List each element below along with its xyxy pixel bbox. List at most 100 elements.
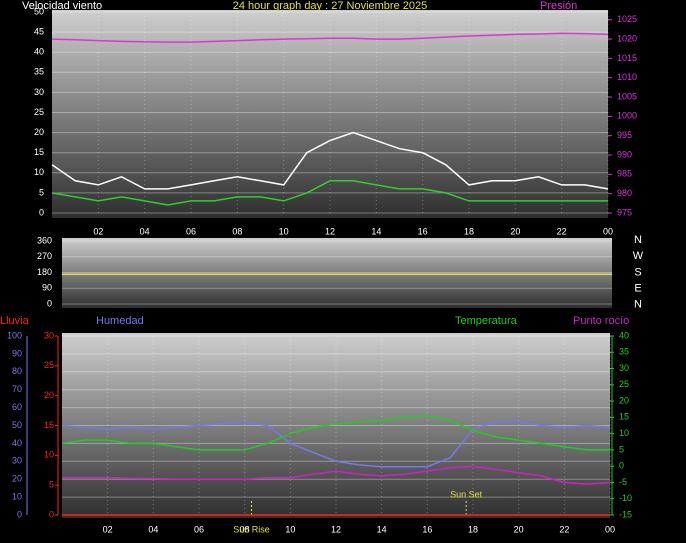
x-tick-label: 14 (371, 226, 381, 236)
legend-label: Temperatura (455, 315, 518, 327)
y2-tick-label: 20 (619, 395, 629, 405)
y-tick-label: 5 (39, 187, 44, 197)
y-tick-label: 25 (34, 107, 44, 117)
y-tick-label: 50 (34, 6, 44, 16)
y2-tick-label: 985 (617, 169, 632, 179)
y2-tick-label: 1025 (617, 14, 637, 24)
y2-tick-label: 25 (619, 379, 629, 389)
x-tick-label: 22 (557, 226, 567, 236)
y-tick-label: 90 (12, 348, 22, 358)
y-tick-label: 100 (7, 330, 22, 340)
series-line (51, 180, 608, 206)
x-tick-label: 00 (605, 524, 615, 534)
x-tick-label: 14 (377, 524, 387, 534)
y3-tick-label: 5 (49, 480, 54, 490)
y3-tick-label: 0 (49, 509, 54, 519)
direction-label: W (633, 250, 644, 262)
y-tick-label: 90 (42, 283, 52, 293)
x-tick-label: 12 (325, 226, 335, 236)
y-tick-label: 80 (12, 366, 22, 376)
y2-tick-label: 1005 (617, 91, 637, 101)
y2-tick-label: 40 (619, 330, 629, 340)
legend-label: Punto rocío (573, 315, 629, 327)
x-tick-label: 18 (468, 524, 478, 534)
x-tick-label: 02 (103, 524, 113, 534)
y2-tick-label: 980 (617, 188, 632, 198)
y-tick-label: 35 (34, 67, 44, 77)
y2-tick-label: 10 (619, 428, 629, 438)
legend-label: Humedad (96, 315, 144, 327)
x-tick-label: 04 (148, 524, 158, 534)
y2-tick-label: 30 (619, 363, 629, 373)
x-tick-label: 22 (559, 524, 569, 534)
y3-tick-label: 20 (44, 390, 54, 400)
y2-tick-label: 975 (617, 207, 632, 217)
plot-area (62, 238, 612, 308)
series-line (62, 465, 611, 485)
x-tick-label: 10 (279, 226, 289, 236)
series-line (61, 414, 610, 451)
x-tick-label: 00 (603, 226, 613, 236)
y2-tick-label: 5 (619, 444, 624, 454)
y2-tick-label: 1000 (617, 111, 637, 121)
y-tick-label: 70 (12, 384, 22, 394)
y-tick-label: 20 (34, 127, 44, 137)
y2-tick-label: 0 (619, 461, 624, 471)
y3-tick-label: 15 (44, 420, 54, 430)
legend-label: Lluvia (0, 315, 30, 327)
x-tick-label: 18 (464, 226, 474, 236)
y2-tick-label: 1010 (617, 72, 637, 82)
y2-tick-label: -5 (619, 477, 627, 487)
y-tick-label: 20 (12, 474, 22, 484)
x-tick-label: 10 (285, 524, 295, 534)
y-tick-label: 180 (37, 267, 52, 277)
x-tick-label: 06 (194, 524, 204, 534)
y2-tick-label: 995 (617, 130, 632, 140)
x-tick-label: 08 (240, 524, 250, 534)
y3-tick-label: 25 (44, 360, 54, 370)
y-tick-label: 30 (12, 456, 22, 466)
axis-label: Presión (540, 0, 577, 12)
annotation-text: Sun Set (450, 489, 483, 499)
y2-tick-label: -15 (619, 509, 632, 519)
y-tick-label: 0 (17, 509, 22, 519)
x-tick-label: 16 (418, 226, 428, 236)
plot-area (52, 10, 608, 218)
x-tick-label: 04 (140, 226, 150, 236)
x-tick-label: 12 (331, 524, 341, 534)
y2-tick-label: 1015 (617, 53, 637, 63)
series-line (61, 421, 611, 468)
plot-area (62, 333, 610, 518)
y3-tick-label: 30 (44, 330, 54, 340)
y-tick-label: 45 (34, 26, 44, 36)
y-tick-label: 15 (34, 147, 44, 157)
x-tick-label: 20 (514, 524, 524, 534)
y-tick-label: 10 (34, 167, 44, 177)
x-tick-label: 20 (510, 226, 520, 236)
y2-tick-label: 35 (619, 347, 629, 357)
y2-tick-label: 15 (619, 412, 629, 422)
y-tick-label: 40 (12, 438, 22, 448)
y-tick-label: 270 (37, 251, 52, 261)
annotation-text: Sun Rise (233, 524, 270, 534)
x-tick-label: 02 (93, 226, 103, 236)
y-tick-label: 30 (34, 87, 44, 97)
chart-title: 24 hour graph day : 27 Noviembre 2025 (233, 0, 427, 12)
direction-label: N (634, 234, 642, 246)
y-tick-label: 10 (12, 491, 22, 501)
y2-tick-label: -10 (619, 493, 632, 503)
direction-label: E (634, 283, 641, 295)
axis-label: Velocidad viento (22, 0, 102, 12)
y-tick-label: 40 (34, 47, 44, 57)
y3-tick-label: 10 (44, 450, 54, 460)
series-line (51, 32, 609, 43)
x-tick-label: 08 (232, 226, 242, 236)
y2-tick-label: 990 (617, 149, 632, 159)
x-tick-label: 16 (422, 524, 432, 534)
direction-label: S (634, 266, 641, 278)
y-tick-label: 360 (37, 235, 52, 245)
y-tick-label: 0 (39, 207, 44, 217)
y2-tick-label: 1020 (617, 33, 637, 43)
x-tick-label: 06 (186, 226, 196, 236)
